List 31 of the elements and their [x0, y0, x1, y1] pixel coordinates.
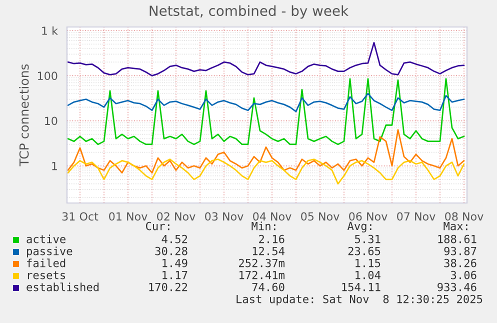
text: Cur: Min: Avg: Max: [146, 222, 468, 232]
x-tick-label: 07 Nov [397, 212, 436, 221]
text: 30.28 12.54 23.65 93.87 [155, 246, 476, 256]
line-series [67, 78, 465, 146]
line-series [67, 92, 465, 112]
text: Last update: Sat Nov 8 12:30:25 2025 [236, 294, 482, 306]
x-tick-label: 03 Nov [205, 212, 244, 221]
x-tick-label: 04 Nov [253, 212, 292, 221]
legend-label: failed [27, 258, 66, 268]
x-tick-label: 05 Nov [301, 212, 340, 221]
y-tick-label: 1 [52, 162, 57, 170]
y-axis-title: TCP connections [19, 64, 29, 166]
line-series [67, 42, 465, 76]
line-series [67, 158, 465, 184]
y-tick-label: 100 [38, 72, 58, 80]
text: 1.17 172.41m 1.04 3.06 [162, 270, 476, 280]
legend-label: passive [27, 246, 72, 258]
legend-label: active [26, 234, 66, 244]
x-tick-label: 06 Nov [349, 212, 388, 221]
legend-label: resets [28, 271, 66, 280]
x-tick-label: 01 Nov [109, 212, 148, 221]
x-tick-label: 31 Oct [62, 212, 98, 221]
text: 170.22 74.60 154.11 933.46 [149, 282, 476, 292]
chart-title: Netstat, combined - by week [150, 5, 349, 19]
x-tick-label: 02 Nov [157, 212, 196, 221]
text: 1.49 252.37m 1.15 38.26 [162, 258, 476, 268]
y-tick-label: 10 [45, 116, 58, 126]
x-tick-label: 08 Nov [445, 212, 484, 221]
legend-label: established [26, 282, 99, 292]
y-tick-label: 1 k [42, 26, 58, 35]
text: 4.52 2.16 5.31 188.61 [162, 234, 476, 244]
